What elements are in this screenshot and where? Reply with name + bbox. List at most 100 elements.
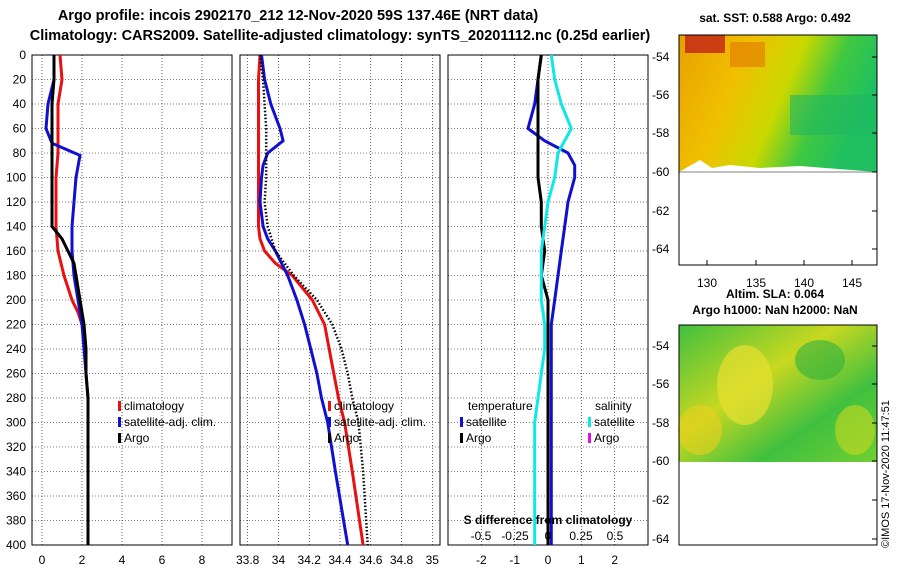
legend-label: satellite-adj. clim. [334, 415, 426, 429]
lat-tick-label: -60 [652, 454, 670, 468]
sla-high-patch [717, 345, 773, 425]
sst-cool-patch [790, 95, 877, 135]
legend-swatch [460, 433, 463, 443]
sla-high-patch-2 [678, 405, 722, 455]
x-tick-label: 34.8 [390, 553, 414, 567]
sst-blank [679, 172, 877, 265]
depth-tick-label: 80 [13, 146, 27, 160]
footer-stamp: ©IMOS 17-Nov-2020 11:47:51 [880, 400, 892, 548]
legend-group-title: salinity [595, 399, 632, 413]
depth-tick-label: 200 [6, 293, 26, 307]
legend-swatch [328, 417, 331, 427]
legend-label: satellite [466, 415, 507, 429]
s-diff-tick-label: -0.5 [471, 529, 492, 543]
lat-tick-label: -58 [652, 416, 670, 430]
sst-map [678, 34, 878, 266]
depth-tick-label: 240 [6, 342, 26, 356]
x-tick-label: 0 [39, 553, 46, 567]
x-tick-label: 0 [545, 553, 552, 567]
depth-tick-label: 60 [13, 122, 27, 136]
x-tick-label: 34.4 [328, 553, 352, 567]
series-salinity-satellite [533, 54, 573, 545]
depth-tick-label: 0 [19, 48, 26, 62]
s-diff-tick-label: 0 [545, 529, 552, 543]
sst-warm-patch-2 [730, 42, 765, 67]
depth-tick-label: 280 [6, 391, 26, 405]
lat-tick-label: -58 [652, 126, 670, 140]
series-argo [50, 55, 90, 545]
legend-label: climatology [334, 399, 394, 413]
lat-tick-label: -60 [652, 165, 670, 179]
depth-tick-label: 120 [6, 195, 26, 209]
sla-high-patch-3 [835, 405, 875, 455]
s-diff-tick-label: 0.25 [569, 529, 593, 543]
x-tick-label: 1 [578, 553, 585, 567]
lon-tick-label: 145 [842, 276, 862, 290]
lat-tick-label: -54 [652, 339, 670, 353]
legend-group-title: temperature [468, 399, 533, 413]
depth-tick-label: 400 [6, 538, 26, 552]
lat-tick-label: -56 [652, 88, 670, 102]
legend-swatch [588, 433, 591, 443]
lon-tick-label: 135 [746, 276, 766, 290]
series-climatology [257, 54, 365, 546]
sla-map [678, 324, 878, 546]
depth-tick-label: 340 [6, 465, 26, 479]
title-line2: Climatology: CARS2009. Satellite-adjuste… [30, 28, 651, 44]
x-tick-label: 34.2 [298, 553, 322, 567]
depth-tick-label: 380 [6, 514, 26, 528]
series-argo [258, 54, 369, 546]
legend-label: Argo [594, 431, 620, 445]
x-tick-label: 35 [426, 553, 440, 567]
x-tick-label: 33.8 [236, 553, 260, 567]
series-temperature-satellite [526, 54, 577, 545]
x-tick-label: 8 [199, 553, 206, 567]
sst-nodata [679, 160, 877, 172]
lat-tick-label: -64 [652, 532, 670, 546]
x-tick-label: 34 [272, 553, 286, 567]
depth-tick-label: 260 [6, 367, 26, 381]
lat-tick-label: -56 [652, 377, 670, 391]
x-tick-label: 2 [79, 553, 86, 567]
series-satellite-adj-clim- [258, 54, 350, 546]
sst-warm-patch [685, 35, 725, 53]
depth-tick-label: 220 [6, 318, 26, 332]
sst-map-title: sat. SST: 0.588 Argo: 0.492 [699, 11, 851, 25]
lon-tick-label: 130 [697, 276, 717, 290]
legend-label: Argo [124, 431, 150, 445]
title-line1: Argo profile: incois 2902170_212 12-Nov-… [58, 8, 538, 24]
legend-swatch [118, 417, 121, 427]
legend-swatch [328, 401, 331, 411]
series-temperature-argo [536, 54, 550, 545]
legend-label: satellite [594, 415, 635, 429]
depth-tick-label: 140 [6, 220, 26, 234]
legend-label: Argo [466, 431, 492, 445]
x-tick-label: 34.6 [359, 553, 383, 567]
legend-label: climatology [124, 399, 184, 413]
lat-tick-label: -64 [652, 242, 670, 256]
depth-tick-label: 320 [6, 440, 26, 454]
x-tick-label: 2 [611, 553, 618, 567]
x-tick-label: 4 [119, 553, 126, 567]
s-difference-label: S difference from climatology [464, 513, 633, 527]
depth-tick-label: 100 [6, 171, 26, 185]
legend-swatch [118, 433, 121, 443]
depth-tick-label: 360 [6, 489, 26, 503]
depth-tick-label: 160 [6, 244, 26, 258]
legend-swatch [588, 417, 591, 427]
s-diff-tick-label: 0.5 [607, 529, 624, 543]
legend-label: satellite-adj. clim. [124, 415, 216, 429]
legend-label: Argo [334, 431, 360, 445]
sst-map-border [678, 34, 878, 266]
sla-low-patch [795, 340, 845, 380]
depth-tick-label: 180 [6, 269, 26, 283]
x-tick-label: 6 [159, 553, 166, 567]
panel-2: 33.8 34 34.2 34.4 34.6 34.8 35 [236, 54, 441, 567]
panel-1: 0 2 4 6 8 [31, 54, 233, 567]
lat-tick-label: -54 [652, 50, 670, 64]
depth-tick-label: 40 [13, 97, 27, 111]
x-tick-label: -2 [476, 553, 487, 567]
sla-map-title: Altim. SLA: 0.064 [726, 287, 824, 301]
depth-tick-label: 20 [13, 73, 27, 87]
